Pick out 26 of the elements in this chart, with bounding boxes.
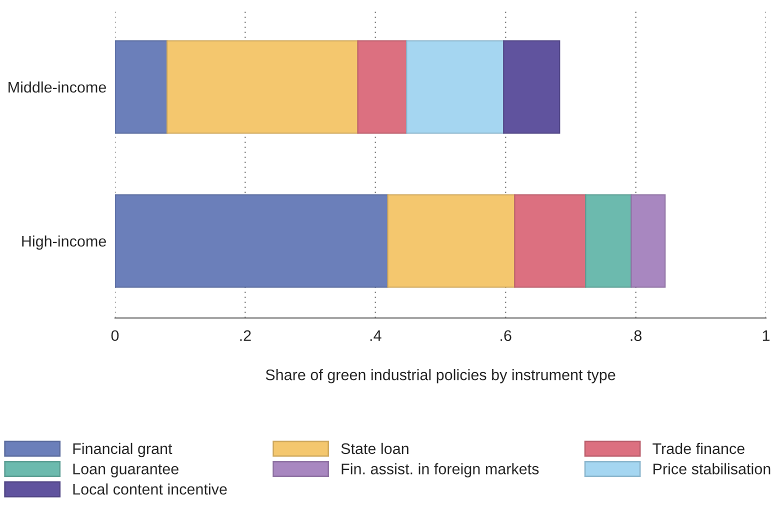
bar: [387, 194, 516, 288]
bar: [630, 194, 666, 288]
legend-label: Fin. assist. in foreign markets: [342, 463, 539, 478]
legend-label: State loan: [341, 442, 408, 454]
bar: [503, 40, 560, 134]
x-tick-label: 0: [111, 330, 119, 342]
y-tick-label: Middle-income: [8, 81, 106, 93]
legend-label: Local content incentive: [73, 483, 227, 495]
bar: [115, 40, 168, 134]
x-tick-label: .4: [370, 330, 382, 341]
bar: [357, 40, 408, 134]
y-tick-label: High-income: [22, 235, 106, 250]
legend-label: Price stabilisation: [654, 463, 770, 474]
legend-label: Financial grant: [73, 442, 172, 458]
x-tick-label: .2: [240, 330, 251, 341]
bar: [406, 40, 504, 134]
x-tick-label: .8: [630, 330, 642, 342]
x-tick-label: 1: [762, 330, 770, 341]
legend-label: Loan guarantee: [73, 464, 178, 478]
legend-label: Trade finance: [652, 442, 744, 454]
bar: [115, 194, 388, 288]
bar: [585, 194, 632, 288]
x-tick-label: .6: [500, 330, 512, 342]
bar: [514, 194, 586, 288]
bar: [166, 40, 358, 134]
x-axis-title: Share of green industrial policies by instrument type: [266, 369, 616, 384]
